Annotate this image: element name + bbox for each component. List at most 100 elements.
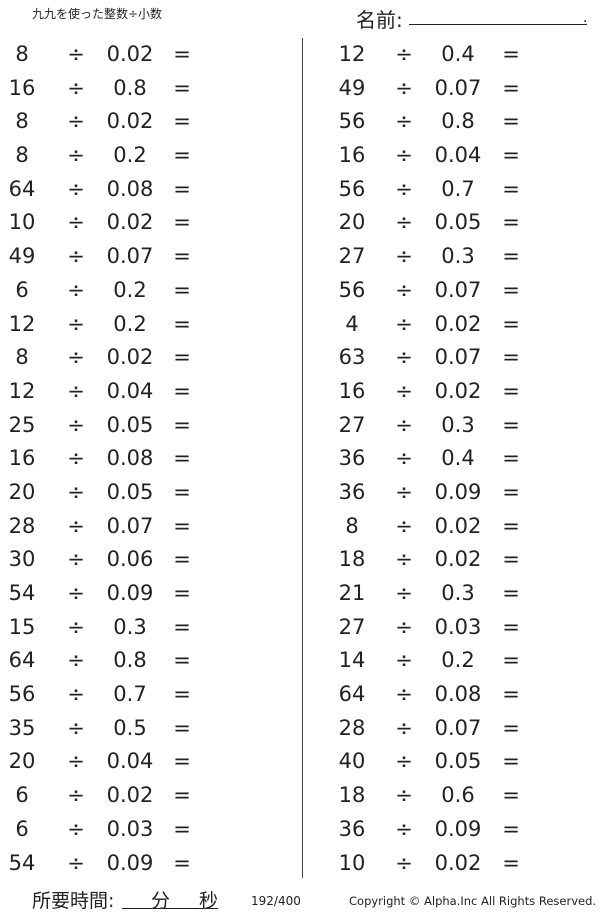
divide-sign: ÷: [395, 42, 413, 66]
dividend: 14: [338, 648, 366, 673]
divisor: 0.8: [113, 75, 147, 100]
equals-sign: =: [173, 682, 191, 707]
divisor: 0.02: [106, 109, 154, 134]
dividend: 27: [338, 412, 366, 437]
equals-sign: =: [502, 682, 520, 707]
divide-sign: ÷: [67, 682, 85, 707]
divisor: 0.07: [434, 715, 482, 740]
dividend: 28: [338, 715, 366, 740]
dividend: 12: [8, 378, 36, 403]
dividend: 8: [345, 513, 359, 538]
equals-sign: =: [502, 648, 520, 673]
equals-sign: =: [502, 277, 520, 302]
dividend: 6: [15, 277, 29, 302]
equals-sign: =: [173, 715, 191, 740]
dividend: 25: [8, 412, 36, 437]
divide-sign: ÷: [67, 378, 85, 403]
divisor: 0.09: [106, 581, 154, 605]
dividend: 56: [338, 176, 366, 201]
divisor: 0.05: [106, 479, 154, 504]
divisor: 0.3: [113, 614, 147, 639]
divisor: 0.04: [434, 143, 482, 168]
equals-sign: =: [502, 109, 520, 134]
dividend: 28: [8, 513, 36, 538]
name-label: 名前:: [356, 8, 403, 32]
equals-sign: =: [502, 210, 520, 235]
divide-sign: ÷: [395, 176, 413, 201]
divisor: 0.09: [434, 479, 482, 504]
divide-sign: ÷: [395, 412, 413, 437]
divide-sign: ÷: [67, 816, 85, 841]
divide-sign: ÷: [67, 210, 85, 235]
divide-sign: ÷: [395, 547, 413, 572]
divide-sign: ÷: [395, 682, 413, 707]
divide-sign: ÷: [67, 311, 85, 336]
divide-sign: ÷: [395, 715, 413, 740]
equals-sign: =: [173, 749, 191, 774]
divisor: 0.02: [434, 378, 482, 403]
dividend: 8: [15, 345, 29, 370]
divisor: 0.08: [106, 176, 154, 201]
time-field-line: [122, 908, 218, 909]
equals-sign: =: [502, 547, 520, 572]
divisor: 0.7: [441, 176, 475, 201]
equals-sign: =: [502, 614, 520, 639]
dividend: 16: [8, 446, 36, 471]
divide-sign: ÷: [395, 446, 413, 471]
equals-sign: =: [173, 547, 191, 572]
dividend: 64: [8, 648, 36, 673]
divisor: 0.03: [434, 614, 482, 639]
minutes-label: 分: [151, 890, 171, 912]
divisor: 0.04: [106, 749, 154, 774]
equals-sign: =: [173, 176, 191, 201]
equals-sign: =: [502, 749, 520, 774]
equals-sign: =: [173, 581, 191, 605]
divisor: 0.2: [113, 143, 147, 168]
dividend: 54: [8, 850, 36, 875]
dividend: 36: [338, 446, 366, 471]
divide-sign: ÷: [395, 513, 413, 538]
equals-sign: =: [502, 42, 520, 66]
equals-sign: =: [502, 311, 520, 336]
divide-sign: ÷: [67, 513, 85, 538]
divide-sign: ÷: [67, 176, 85, 201]
divisor: 0.6: [441, 783, 475, 808]
equals-sign: =: [502, 513, 520, 538]
divisor: 0.02: [434, 547, 482, 572]
dividend: 56: [8, 682, 36, 707]
divide-sign: ÷: [67, 547, 85, 572]
dividend: 40: [338, 749, 366, 774]
divide-sign: ÷: [67, 749, 85, 774]
divide-sign: ÷: [395, 244, 413, 269]
equals-sign: =: [173, 412, 191, 437]
divide-sign: ÷: [67, 783, 85, 808]
dividend: 12: [8, 311, 36, 336]
divisor: 0.7: [113, 682, 147, 707]
divisor: 0.4: [441, 42, 475, 66]
equals-sign: =: [502, 75, 520, 100]
equals-sign: =: [173, 446, 191, 471]
divisor: 0.09: [106, 850, 154, 875]
divisor: 0.8: [113, 648, 147, 673]
divisor: 0.5: [113, 715, 147, 740]
divisor: 0.02: [106, 345, 154, 370]
divide-sign: ÷: [67, 75, 85, 100]
divisor: 0.3: [441, 412, 475, 437]
dividend: 20: [338, 210, 366, 235]
dividend: 8: [15, 143, 29, 168]
dividend: 49: [338, 75, 366, 100]
equals-sign: =: [502, 244, 520, 269]
copyright: Copyright © Alpha.Inc All Rights Reserve…: [349, 894, 597, 908]
equals-sign: =: [173, 783, 191, 808]
equals-sign: =: [502, 850, 520, 875]
dividend: 6: [15, 816, 29, 841]
divisor: 0.2: [113, 277, 147, 302]
divisor: 0.3: [441, 244, 475, 269]
dividend: 54: [8, 581, 36, 605]
dividend: 10: [8, 210, 36, 235]
equals-sign: =: [502, 816, 520, 841]
divisor: 0.07: [106, 244, 154, 269]
divide-sign: ÷: [395, 277, 413, 302]
dividend: 56: [338, 109, 366, 134]
dividend: 18: [338, 783, 366, 808]
